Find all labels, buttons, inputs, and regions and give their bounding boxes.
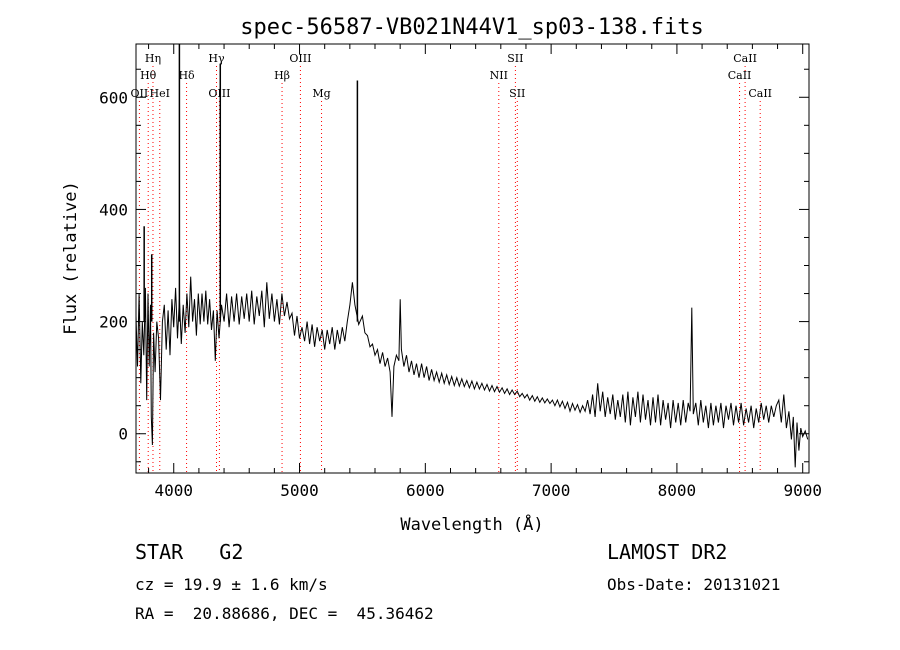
line-marker-label: Mg <box>312 87 330 100</box>
line-marker-label: SII <box>507 52 523 65</box>
line-marker-label: Hγ <box>208 52 225 65</box>
redshift-velocity: cz = 19.9 ± 1.6 km/s <box>135 575 328 594</box>
axes: 4000 5000 6000 7000 8000 9000 0 200 400 600 <box>99 44 822 500</box>
line-marker-label: Hθ <box>140 69 157 82</box>
line-marker-label: Hβ <box>274 69 290 82</box>
line-marker-label: CaII <box>733 52 757 65</box>
x-tick-label: 8000 <box>658 481 697 500</box>
line-marker-label: HeI <box>150 87 170 100</box>
line-marker-label: SII <box>509 87 525 100</box>
chart-title: spec-56587-VB021N44V1_sp03-138.fits <box>240 15 704 40</box>
y-tick-label: 0 <box>118 425 128 444</box>
x-tick-label: 6000 <box>406 481 445 500</box>
observation-date: Obs-Date: 20131021 <box>607 575 781 594</box>
plot-frame <box>135 43 810 474</box>
y-tick-label: 600 <box>99 88 128 107</box>
line-marker-label: Hδ <box>178 69 195 82</box>
line-marker-label: Hη <box>145 52 161 65</box>
x-axis-label: Wavelength (Å) <box>400 513 543 535</box>
line-marker-label: CaII <box>728 69 752 82</box>
survey-label: LAMOST DR2 <box>607 540 728 564</box>
coordinates: RA = 20.88686, DEC = 45.36462 <box>135 604 434 623</box>
object-class: STAR G2 <box>135 540 244 564</box>
x-tick-label: 5000 <box>280 481 319 500</box>
y-tick-label: 400 <box>99 200 128 219</box>
line-marker-label: OIII <box>289 52 311 65</box>
line-marker-label: CaII <box>748 87 772 100</box>
x-tick-label: 4000 <box>154 481 193 500</box>
y-axis-label: Flux (relative) <box>61 181 81 335</box>
line-marker-label: OII <box>131 87 149 100</box>
x-tick-label: 7000 <box>532 481 571 500</box>
emission-spikes <box>143 44 359 322</box>
x-tick-label: 9000 <box>783 481 822 500</box>
y-tick-label: 200 <box>99 313 128 332</box>
line-marker-label: OIII <box>208 87 230 100</box>
line-marker-label: NII <box>490 69 508 82</box>
spectrum-line <box>135 276 809 468</box>
